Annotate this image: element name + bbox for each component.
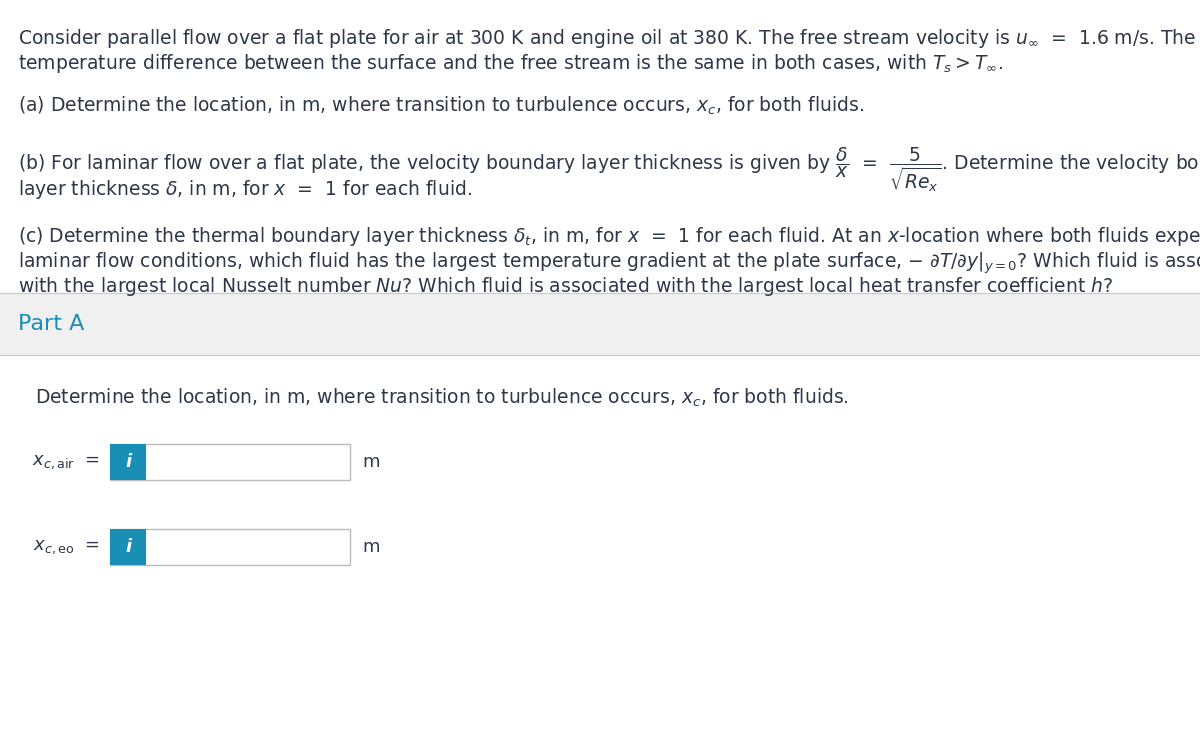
Bar: [0, 293, 1200, 355]
Text: temperature difference between the surface and the free stream is the same in bo: temperature difference between the surfa…: [18, 52, 1003, 75]
FancyBboxPatch shape: [110, 444, 350, 480]
Text: m: m: [362, 538, 379, 556]
Text: Determine the location, in m, where transition to turbulence occurs, $x_c$, for : Determine the location, in m, where tran…: [35, 387, 848, 409]
Text: Consider parallel flow over a flat plate for air at 300 K and engine oil at 380 : Consider parallel flow over a flat plate…: [18, 27, 1196, 50]
Text: Part A: Part A: [18, 314, 84, 334]
Text: m: m: [362, 453, 379, 471]
FancyBboxPatch shape: [110, 444, 146, 480]
Text: $x_{c,\mathrm{air}}$  =: $x_{c,\mathrm{air}}$ =: [32, 453, 100, 471]
Text: with the largest local Nusselt number $Nu$? Which fluid is associated with the l: with the largest local Nusselt number $N…: [18, 275, 1114, 298]
FancyBboxPatch shape: [110, 529, 146, 565]
Text: i: i: [125, 453, 131, 471]
Bar: [0, 355, 1200, 745]
Text: $x_{c,\mathrm{eo}}$  =: $x_{c,\mathrm{eo}}$ =: [32, 538, 100, 556]
Text: layer thickness $\delta$, in m, for $x$  =  1 for each fluid.: layer thickness $\delta$, in m, for $x$ …: [18, 178, 472, 201]
Text: i: i: [125, 538, 131, 556]
Text: laminar flow conditions, which fluid has the largest temperature gradient at the: laminar flow conditions, which fluid has…: [18, 250, 1200, 276]
FancyBboxPatch shape: [110, 529, 350, 565]
Text: (c) Determine the thermal boundary layer thickness $\delta_t$, in m, for $x$  = : (c) Determine the thermal boundary layer…: [18, 225, 1200, 248]
Text: (a) Determine the location, in m, where transition to turbulence occurs, $x_c$, : (a) Determine the location, in m, where …: [18, 95, 864, 117]
Text: (b) For laminar flow over a flat plate, the velocity boundary layer thickness is: (b) For laminar flow over a flat plate, …: [18, 145, 1200, 194]
